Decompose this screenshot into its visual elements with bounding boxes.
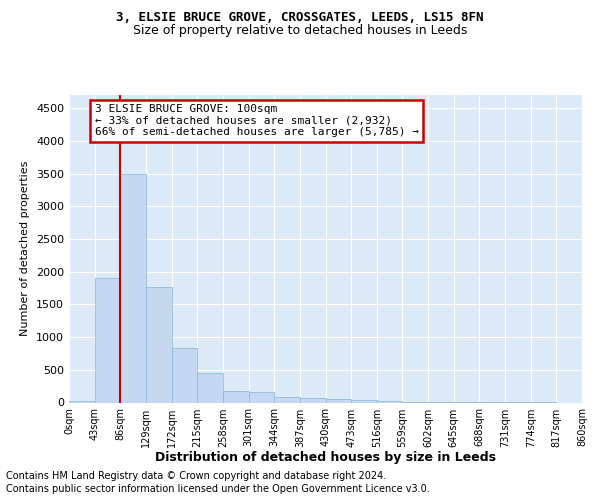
Bar — [274, 396, 300, 402]
Bar — [300, 398, 325, 402]
Y-axis label: Number of detached properties: Number of detached properties — [20, 161, 31, 336]
Bar — [121, 174, 146, 402]
Bar — [248, 392, 274, 402]
Bar — [351, 400, 377, 402]
Bar — [95, 278, 121, 402]
Text: 3 ELSIE BRUCE GROVE: 100sqm
← 33% of detached houses are smaller (2,932)
66% of : 3 ELSIE BRUCE GROVE: 100sqm ← 33% of det… — [95, 104, 419, 138]
Bar — [223, 392, 248, 402]
X-axis label: Distribution of detached houses by size in Leeds: Distribution of detached houses by size … — [155, 451, 496, 464]
Bar — [377, 400, 403, 402]
Text: Contains public sector information licensed under the Open Government Licence v3: Contains public sector information licen… — [6, 484, 430, 494]
Text: 3, ELSIE BRUCE GROVE, CROSSGATES, LEEDS, LS15 8FN: 3, ELSIE BRUCE GROVE, CROSSGATES, LEEDS,… — [116, 11, 484, 24]
Bar — [325, 399, 351, 402]
Text: Size of property relative to detached houses in Leeds: Size of property relative to detached ho… — [133, 24, 467, 37]
Bar — [146, 288, 172, 403]
Text: Contains HM Land Registry data © Crown copyright and database right 2024.: Contains HM Land Registry data © Crown c… — [6, 471, 386, 481]
Bar — [172, 348, 197, 403]
Bar — [69, 400, 95, 402]
Bar — [197, 373, 223, 402]
